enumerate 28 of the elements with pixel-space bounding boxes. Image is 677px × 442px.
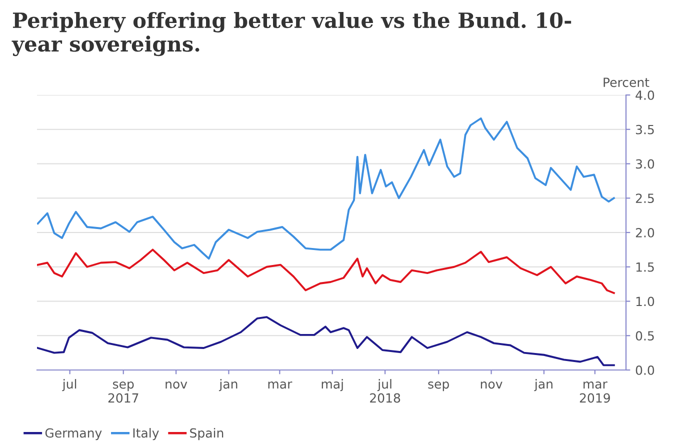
- line-series: [37, 117, 615, 260]
- x-tick-label: maj: [322, 379, 343, 392]
- x-tick-label: mar: [268, 382, 292, 389]
- chart-title: Periphery offering better value vs the Bund. 10- year sovereigns.: [12, 12, 572, 56]
- x-tick-label: sep: [428, 382, 449, 392]
- x-tick-label: nov: [166, 382, 188, 389]
- y-tick-label: 2.5: [636, 194, 654, 204]
- x-tick-label: jan: [218, 379, 238, 392]
- legend-label: Italy: [133, 428, 159, 440]
- y-tick-label: 0.5: [636, 331, 654, 341]
- y-axis-title: Percent: [604, 78, 650, 88]
- y-tick-label: 1.5: [636, 262, 654, 272]
- x-tick-label: jul: [62, 379, 76, 392]
- y-tick-label: 1.0: [636, 296, 654, 306]
- x-tick-label: jan: [534, 379, 552, 392]
- y-tick-label: 3.0: [636, 159, 654, 169]
- x-tick-label: mar 2019: [580, 382, 610, 403]
- x-tick-label: sep 2017: [108, 382, 138, 403]
- y-tick-label: 4.0: [636, 90, 654, 100]
- y-tick-label: 2.0: [636, 228, 654, 238]
- line-series: [37, 316, 615, 366]
- line-series: [37, 248, 615, 294]
- x-tick-label: jul 2018: [370, 379, 400, 403]
- legend-label: Germany: [45, 428, 102, 440]
- y-tick-label: 0.0: [636, 365, 654, 375]
- x-tick-label: nov: [480, 382, 502, 389]
- legend-label: Spain: [190, 428, 224, 440]
- y-tick-label: 3.5: [636, 124, 654, 134]
